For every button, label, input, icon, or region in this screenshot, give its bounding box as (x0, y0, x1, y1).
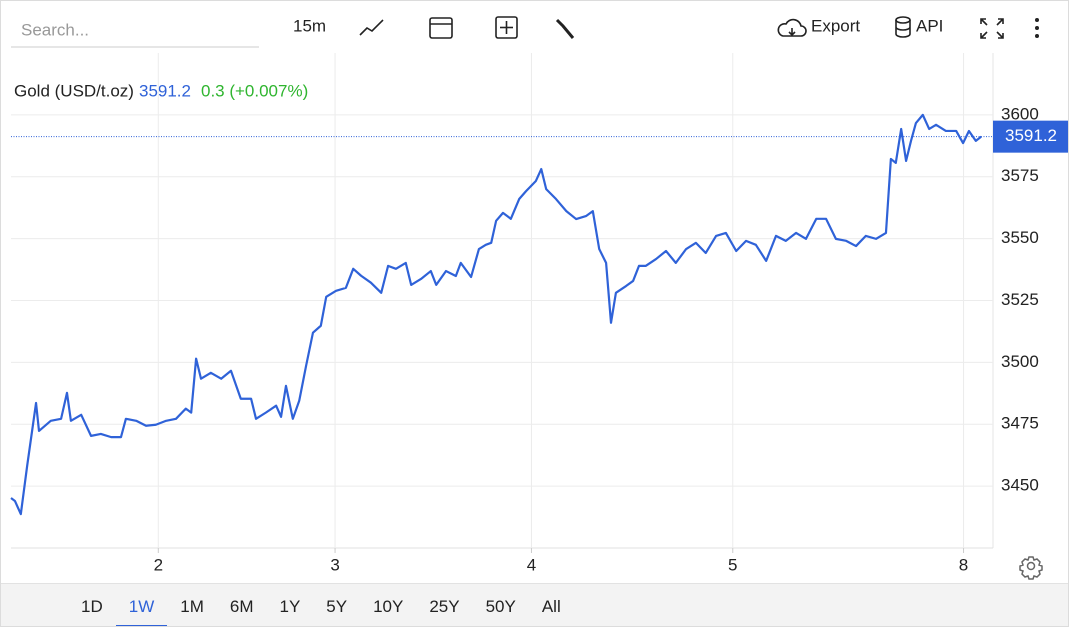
x-tick-label: 2 (154, 555, 163, 574)
y-tick-label: 3575 (1001, 166, 1039, 185)
more-menu[interactable] (1035, 18, 1039, 38)
legend-price: 3591.2 (139, 81, 191, 100)
range-button[interactable]: 1D (81, 596, 103, 616)
api-icon-body (895, 20, 911, 38)
range-button[interactable]: 1W (115, 584, 168, 626)
menu-dot (1035, 26, 1039, 30)
range-button[interactable]: 10Y (373, 596, 404, 616)
range-button[interactable]: 5Y (326, 596, 348, 616)
legend-name: Gold (USD/t.oz) (14, 81, 134, 100)
x-tick-label: 5 (728, 555, 737, 574)
indicator-icon[interactable] (495, 16, 518, 39)
y-tick-label: 3550 (1001, 228, 1039, 247)
menu-dot (1035, 18, 1039, 22)
grid (11, 53, 993, 548)
range-button[interactable]: 6M (229, 596, 254, 616)
y-tick-label: 3475 (1001, 414, 1039, 433)
calendar-icon[interactable] (429, 17, 453, 39)
search-box[interactable]: Search... (11, 20, 259, 48)
api-button[interactable]: API (916, 16, 943, 35)
last-price-box (993, 120, 1068, 153)
export-button[interactable]: Export (811, 16, 860, 35)
y-tick-label: 3500 (1001, 352, 1039, 371)
y-tick-label: 3600 (1001, 104, 1039, 123)
range-button[interactable]: 1Y (279, 596, 301, 616)
chart: Search... 15m Export API Gold (USD/t.oz)… (10, 16, 1068, 580)
range-button[interactable]: All (541, 596, 561, 616)
menu-dot (1035, 34, 1039, 38)
price-line (10, 113, 982, 516)
gear-teeth (1019, 556, 1043, 580)
x-tick-label: 3 (330, 555, 339, 574)
toolbar-icons (359, 16, 1004, 39)
x-tick-label: 8 (959, 555, 968, 574)
legend-change: 0.3 (+0.007%) (201, 81, 308, 100)
range-bar: 1D 1W 1M 6M 1Y 5Y 10Y 25Y 50Y All (1, 583, 1068, 626)
x-tick-label: 4 (527, 555, 536, 574)
range-button[interactable]: 25Y (429, 596, 460, 616)
range-button[interactable]: 1M (180, 596, 204, 616)
settings-icon[interactable] (1019, 556, 1043, 580)
fullscreen-icon[interactable] (980, 18, 1004, 39)
gear-center (1026, 561, 1036, 571)
chart-type-icon[interactable] (359, 19, 384, 36)
interval-button[interactable]: 15m (293, 16, 326, 35)
search-placeholder[interactable]: Search... (21, 20, 89, 39)
y-tick-label: 3525 (1001, 290, 1039, 309)
wrench-icon[interactable] (555, 18, 575, 39)
export-icon[interactable] (777, 18, 807, 37)
export-arrow (788, 28, 796, 37)
range-button[interactable]: 50Y (485, 596, 516, 616)
api-icon[interactable] (895, 16, 911, 24)
y-tick-label: 3450 (1001, 476, 1039, 495)
last-price-label: 3591.2 (1005, 126, 1057, 145)
